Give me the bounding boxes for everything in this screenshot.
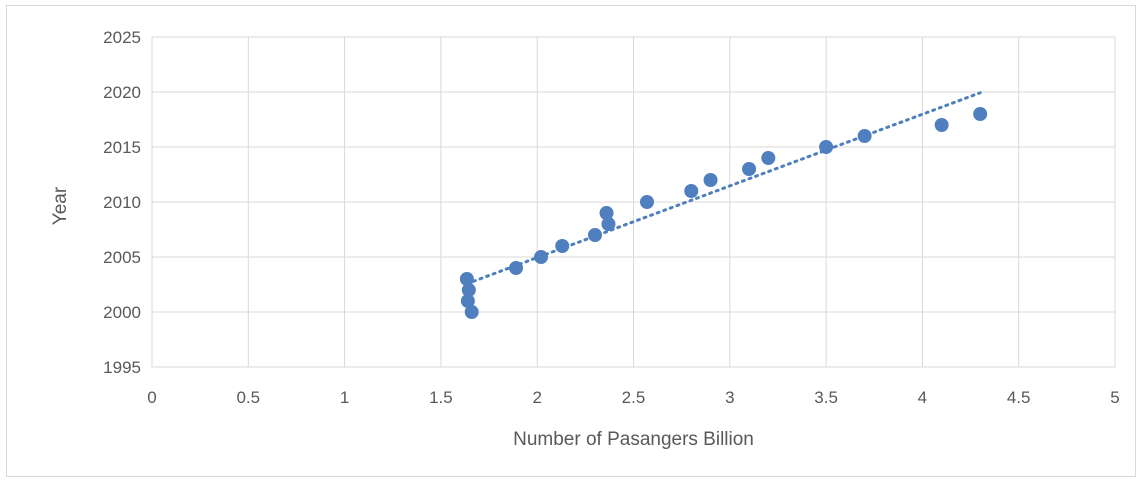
data-point — [599, 206, 614, 220]
x-tick-label: 4.5 — [1007, 388, 1031, 407]
x-axis-title: Number of Pasangers Billion — [513, 429, 754, 450]
y-tick-label: 2025 — [103, 28, 141, 47]
x-tick-label: 4 — [918, 388, 927, 407]
chart-frame — [6, 5, 1136, 477]
x-tick-label: 2 — [532, 388, 541, 407]
x-tick-label: 3.5 — [814, 388, 838, 407]
data-point — [534, 250, 549, 264]
data-point — [742, 162, 757, 176]
x-tick-label: 0 — [147, 388, 156, 407]
y-axis-title: Year — [50, 186, 71, 225]
data-point — [761, 151, 776, 165]
data-point — [684, 184, 699, 198]
data-point — [509, 261, 524, 275]
data-point — [639, 195, 654, 209]
x-tick-label: 2.5 — [622, 388, 646, 407]
data-point — [587, 228, 602, 242]
x-tick-label: 1.5 — [429, 388, 453, 407]
y-tick-label: 2010 — [103, 193, 141, 212]
y-tick-label: 2000 — [103, 303, 141, 322]
x-tick-label: 0.5 — [236, 388, 260, 407]
data-point — [555, 239, 570, 253]
x-tick-label: 1 — [340, 388, 349, 407]
data-point — [934, 118, 949, 132]
data-point — [973, 107, 988, 121]
tick-labels: 0 0.5 1 1.5 2 2.5 3 3.5 4 4.5 5 1995 2000 2005 2010 201… — [103, 28, 1120, 407]
grid-lines — [151, 36, 1116, 368]
data-point — [819, 140, 834, 154]
data-point — [459, 272, 474, 286]
data-points — [459, 107, 988, 319]
data-point — [461, 283, 476, 297]
y-tick-label: 2005 — [103, 248, 141, 267]
x-tick-label: 3 — [725, 388, 734, 407]
data-point — [703, 173, 718, 187]
x-tick-label: 5 — [1110, 388, 1119, 407]
data-point — [464, 305, 479, 319]
y-tick-label: 2015 — [103, 138, 141, 157]
y-tick-label: 1995 — [103, 358, 141, 377]
y-tick-label: 2020 — [103, 83, 141, 102]
data-point — [460, 294, 475, 308]
trendline — [465, 91, 982, 286]
data-point — [857, 129, 872, 143]
data-point — [601, 217, 616, 231]
